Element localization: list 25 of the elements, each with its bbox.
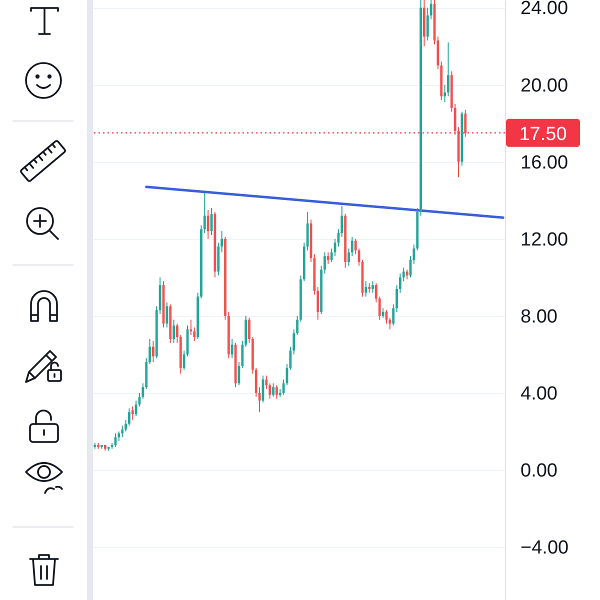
candlestick — [121, 425, 124, 438]
y-tick-label: 20.00 — [520, 75, 568, 96]
candlestick — [172, 319, 175, 344]
candlestick — [276, 384, 278, 400]
candlestick — [406, 269, 408, 280]
candlestick — [190, 319, 192, 336]
y-tick-label: 24.00 — [520, 0, 568, 20]
y-tick-label: 8.00 — [520, 306, 558, 328]
candlestick — [272, 382, 274, 398]
candlestick — [464, 109, 467, 138]
y-tick-label: −4.00 — [520, 538, 569, 559]
candlestick — [372, 280, 374, 294]
candlestick — [326, 252, 330, 264]
candlestick — [368, 282, 371, 294]
candlestick — [364, 280, 368, 298]
y-tick-label: 12.00 — [520, 229, 568, 250]
candlestick — [152, 340, 154, 363]
candlestick — [206, 209, 210, 240]
y-tick-label: 16.00 — [520, 152, 568, 174]
y-tick-label: 4.00 — [520, 383, 558, 404]
ref-line-label: 17.50 — [519, 124, 567, 145]
candlestick — [230, 338, 234, 359]
candlestick — [131, 406, 134, 420]
candlestick — [166, 302, 168, 328]
y-tick-label: 0.00 — [520, 460, 558, 482]
